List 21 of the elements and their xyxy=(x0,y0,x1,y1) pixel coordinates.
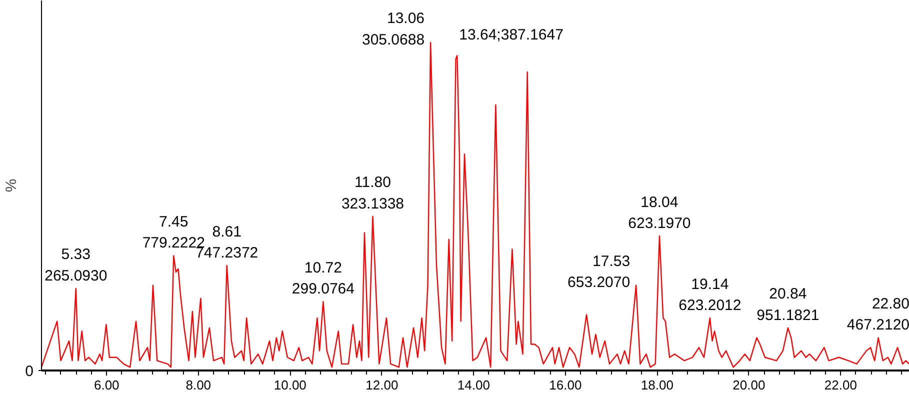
x-tick-label: 16.00 xyxy=(549,378,582,392)
x-tick-label: 18.00 xyxy=(640,378,674,392)
annotation: 22.80 467.2120 xyxy=(846,295,909,334)
y-axis-title: % xyxy=(3,178,20,192)
annotation: 18.04 623.1970 xyxy=(628,194,691,232)
x-tick-label: 14.00 xyxy=(457,378,490,392)
x-tick-label: 12.00 xyxy=(366,378,398,392)
annotation: 20.84 951.1821 xyxy=(756,286,820,324)
annotation: 19.14 623.2012 xyxy=(678,276,742,314)
x-tick-label: 20.00 xyxy=(732,378,766,392)
annotation: 13.64;387.1647 xyxy=(459,26,564,44)
annotation: 0 xyxy=(25,363,34,380)
annotation: 11.80 323.1338 xyxy=(341,174,404,212)
x-tick-label: 8.00 xyxy=(186,378,212,392)
x-tick-label: 22.00 xyxy=(824,378,857,392)
annotation: 13.06 305.0688 xyxy=(362,10,425,48)
annotation: 10.72 299.0764 xyxy=(292,259,354,298)
annotation: 5.33 265.0930 xyxy=(44,246,108,284)
x-tick-label: 10.00 xyxy=(274,378,306,392)
x-tick-label: 6.00 xyxy=(94,378,120,392)
annotation: 17.53 653.2070 xyxy=(568,252,630,292)
